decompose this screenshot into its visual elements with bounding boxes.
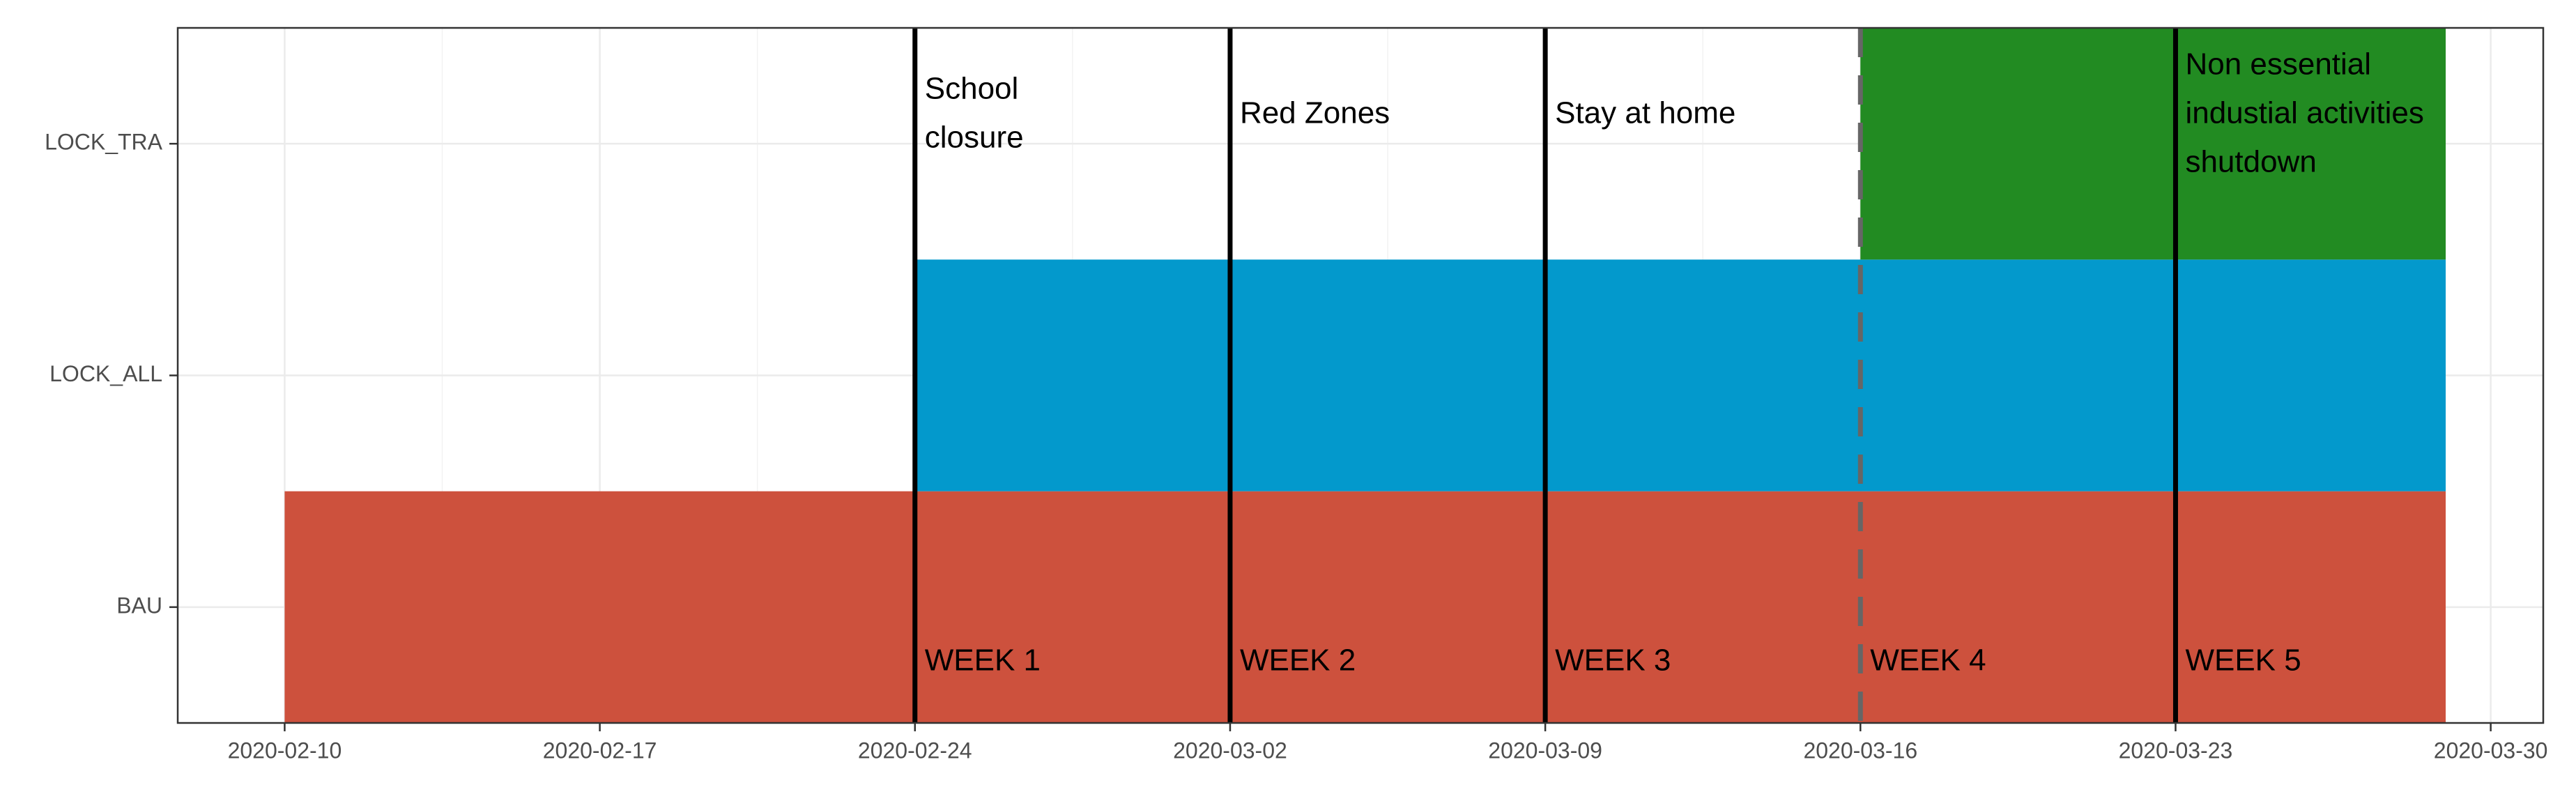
x-tick-label: 2020-03-23 (2119, 738, 2233, 763)
x-tick-label: 2020-02-17 (543, 738, 657, 763)
event-label: Stay at home (1555, 96, 1735, 130)
x-tick-label: 2020-02-24 (858, 738, 972, 763)
event-label: shutdown (2185, 145, 2316, 179)
x-tick-label: 2020-03-09 (1488, 738, 1602, 763)
event-label: Non essential (2185, 47, 2371, 82)
y-tick-label: LOCK_TRA (45, 130, 163, 155)
panel-border (176, 26, 2545, 724)
task-bar (914, 259, 2446, 491)
week-label: WEEK 3 (1555, 643, 1671, 678)
week-label: WEEK 1 (925, 643, 1041, 678)
x-tick-label: 2020-03-02 (1173, 738, 1287, 763)
week-label: WEEK 5 (2185, 643, 2301, 678)
event-label: Red Zones (1240, 96, 1390, 130)
event-label: School (925, 72, 1019, 106)
x-tick-label: 2020-02-10 (228, 738, 342, 763)
task-bar (284, 491, 2446, 723)
event-label: closure (925, 121, 1024, 155)
week-label: WEEK 2 (1240, 643, 1356, 678)
event-label: industial activities (2185, 96, 2423, 130)
x-tick-label: 2020-03-16 (1803, 738, 1917, 763)
x-tick-label: 2020-03-30 (2434, 738, 2548, 763)
task-bar (1860, 28, 2446, 260)
week-label: WEEK 4 (1870, 643, 1986, 678)
y-tick-label: LOCK_ALL (49, 361, 162, 386)
y-tick-label: BAU (116, 593, 162, 618)
